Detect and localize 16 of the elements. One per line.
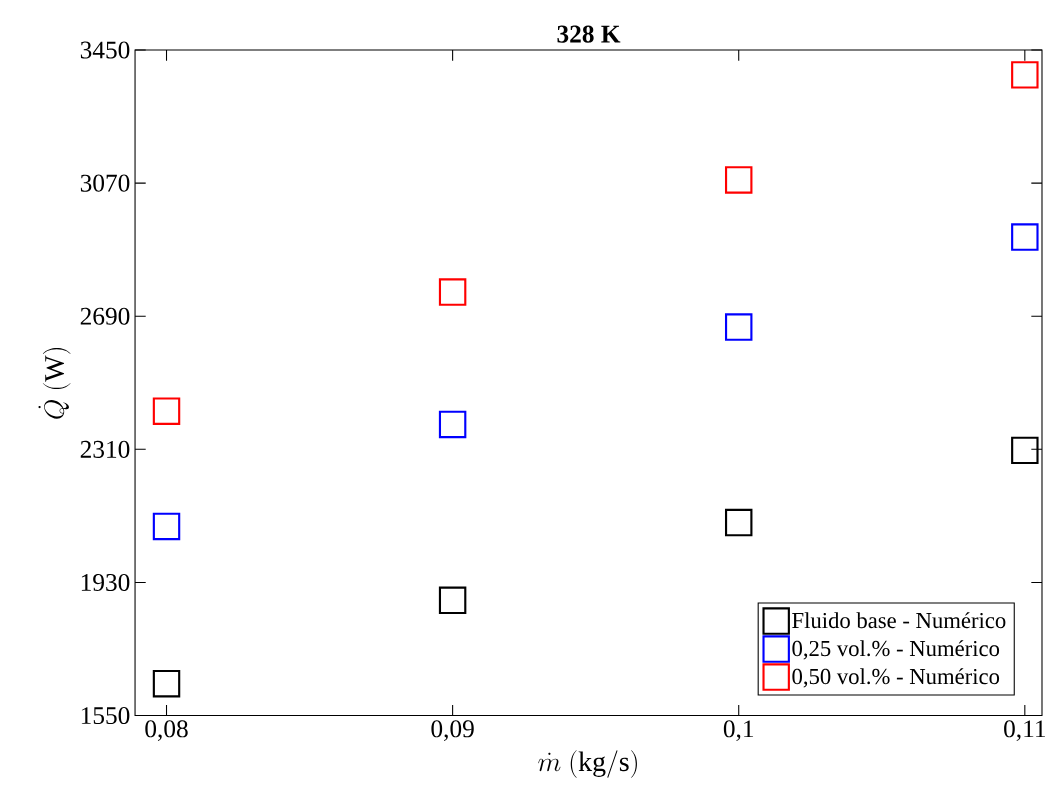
x-tick-label: 0,1	[723, 720, 754, 742]
y-tick-label: 1930	[81, 574, 130, 592]
y-tick-label: 3450	[80, 41, 130, 59]
chart-title: 328 K	[557, 25, 621, 43]
y-tick-label: 3070	[80, 174, 130, 192]
y-tick-label: 2310	[80, 441, 130, 459]
x-tick-label: 0,08	[145, 720, 188, 742]
x-tick-label: 0,09	[431, 720, 474, 742]
legend-label: 0,25 vol.% - Numérico	[792, 640, 1000, 660]
y-tick-label: 2690	[80, 307, 130, 325]
x-tick-label: 0,11	[1004, 720, 1046, 742]
legend-label: Fluido base - Numérico	[792, 612, 1006, 629]
legend-label: 0,50 vol.% - Numérico	[792, 668, 1000, 688]
x-axis-title: $\dot{m}\ \mathrm{(kg/s)}$	[538, 750, 637, 779]
y-axis-title: $\dot{Q}\ \mathrm{(W)}$	[38, 348, 71, 419]
y-tick-label: 1550	[81, 707, 130, 725]
